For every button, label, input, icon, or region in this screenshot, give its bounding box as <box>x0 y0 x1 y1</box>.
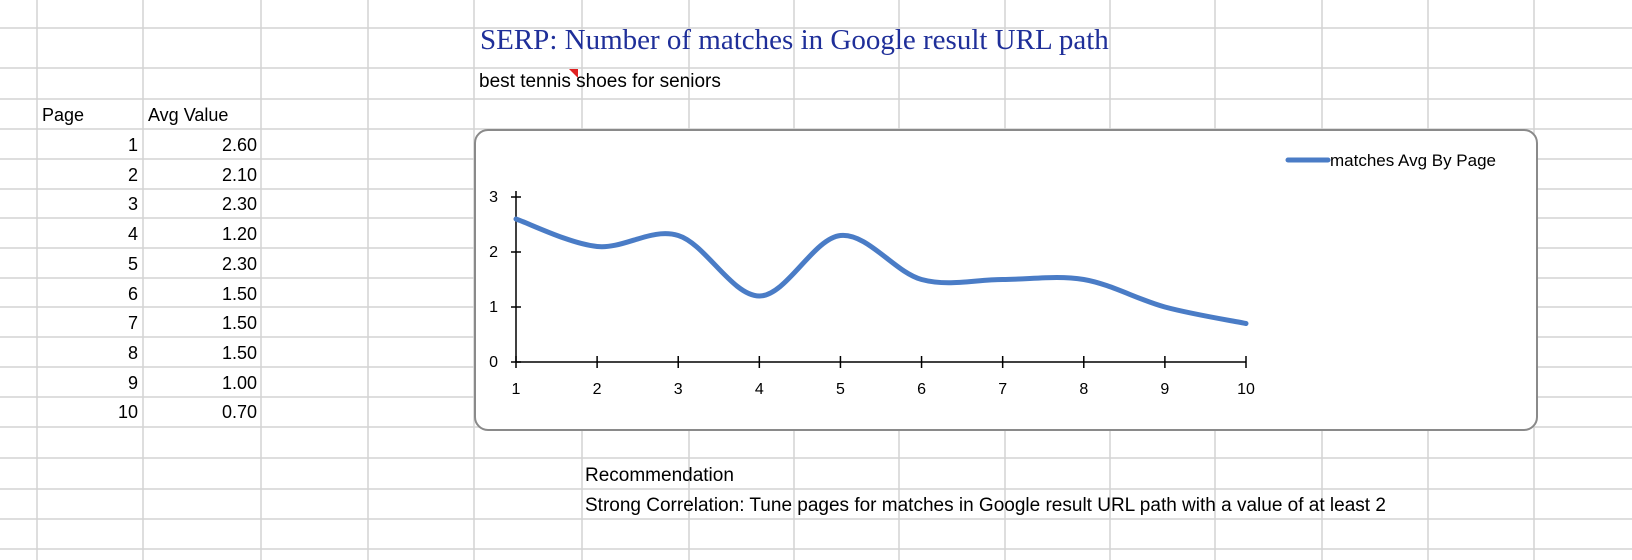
y-tick-label: 0 <box>489 354 498 371</box>
table-cell-page[interactable]: 6 <box>127 283 138 304</box>
table-cell-avg-value[interactable]: 2.30 <box>221 194 257 215</box>
table-cell-page[interactable]: 7 <box>127 313 138 334</box>
table-cell-avg-value[interactable]: 2.60 <box>221 135 257 155</box>
table-header-page[interactable]: Page <box>42 105 85 125</box>
table-cell-page[interactable]: 8 <box>127 342 138 363</box>
series-line <box>513 216 1249 326</box>
table-cell-page[interactable]: 5 <box>127 253 138 274</box>
x-tick-label: 7 <box>998 381 1007 398</box>
x-tick-label: 2 <box>593 381 602 398</box>
y-tick-label: 1 <box>489 299 498 316</box>
table-cell-avg-value[interactable]: 1.00 <box>221 372 257 393</box>
y-tick-label: 3 <box>489 189 498 206</box>
x-tick-label: 5 <box>836 381 845 398</box>
comment-indicator-icon[interactable] <box>569 69 578 78</box>
x-tick-label: 8 <box>1079 381 1088 398</box>
table-header-avg-value[interactable]: Avg Value <box>148 105 229 125</box>
x-tick-label: 10 <box>1237 381 1255 398</box>
table-cell-avg-value[interactable]: 2.30 <box>221 253 257 274</box>
table-cell-page[interactable]: 3 <box>127 194 138 215</box>
table-cell-page[interactable]: 9 <box>127 372 138 393</box>
table-cell-avg-value[interactable]: 0.70 <box>221 402 257 423</box>
sheet-subtitle[interactable]: best tennis shoes for seniors <box>479 71 721 92</box>
table-cell-avg-value[interactable]: 1.20 <box>221 224 257 245</box>
sheet-title[interactable]: SERP: Number of matches in Google result… <box>480 24 1109 56</box>
x-tick-label: 3 <box>674 381 683 398</box>
recommendation-label[interactable]: Recommendation <box>585 465 734 486</box>
table-cell-avg-value[interactable]: 1.50 <box>221 313 257 334</box>
table-cell-avg-value[interactable]: 1.50 <box>221 342 257 363</box>
chart-container[interactable]: 0 1 2 3 1 2 3 4 5 6 7 8 9 10 matches Avg By Page <box>474 129 1538 431</box>
x-tick-label: 1 <box>512 381 521 398</box>
y-tick-label: 2 <box>489 244 498 261</box>
recommendation-text[interactable]: Strong Correlation: Tune pages for match… <box>585 495 1386 516</box>
table-cell-avg-value[interactable]: 2.10 <box>221 164 257 185</box>
legend-label: matches Avg By Page <box>1330 151 1496 170</box>
table-cell-avg-value[interactable]: 1.50 <box>221 283 257 304</box>
x-tick-label: 6 <box>917 381 926 398</box>
table-cell-page[interactable]: 2 <box>127 164 138 185</box>
x-tick-label: 9 <box>1160 381 1169 398</box>
table-cell-page[interactable]: 1 <box>127 135 138 155</box>
table-cell-page[interactable]: 4 <box>127 224 138 245</box>
x-tick-label: 4 <box>755 381 764 398</box>
table-cell-page[interactable]: 10 <box>117 402 138 423</box>
